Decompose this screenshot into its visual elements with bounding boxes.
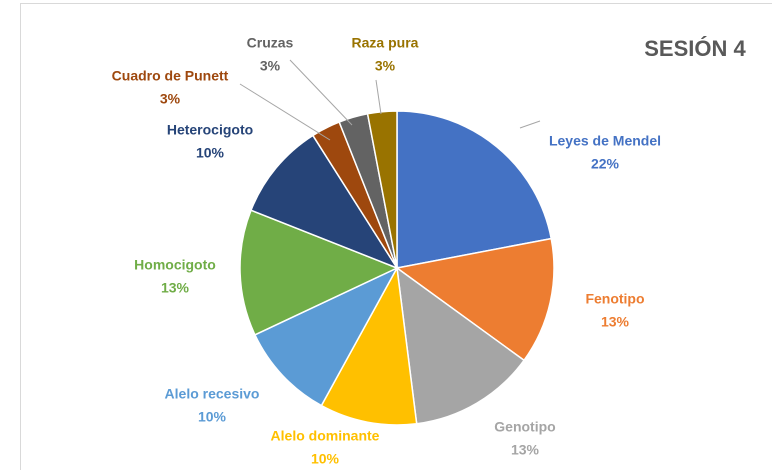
slice-value-label: 10% <box>311 451 340 467</box>
slice-label: Leyes de Mendel <box>549 133 661 149</box>
slice-label: Cruzas <box>247 35 294 51</box>
slice-label: Cuadro de Punett <box>112 68 229 84</box>
slice-label: Genotipo <box>494 419 555 435</box>
slice-value-label: 13% <box>601 314 630 330</box>
slice-value-label: 10% <box>198 409 227 425</box>
slice-label: Fenotipo <box>585 291 644 307</box>
slice-label: Homocigoto <box>134 257 216 273</box>
slice-value-label: 22% <box>591 156 620 172</box>
slice-label: Alelo dominante <box>271 428 380 444</box>
slice-value-label: 10% <box>196 145 225 161</box>
slice-label: Heterocigoto <box>167 122 253 138</box>
chart-title: SESIÓN 4 <box>644 36 746 61</box>
slice-value-label: 13% <box>511 442 540 458</box>
slice-label: Alelo recesivo <box>165 386 260 402</box>
slice-value-label: 3% <box>260 58 281 74</box>
slice-value-label: 13% <box>161 280 190 296</box>
slice-value-label: 3% <box>375 58 396 74</box>
slice-label: Raza pura <box>352 35 419 51</box>
slice-value-label: 3% <box>160 91 181 107</box>
